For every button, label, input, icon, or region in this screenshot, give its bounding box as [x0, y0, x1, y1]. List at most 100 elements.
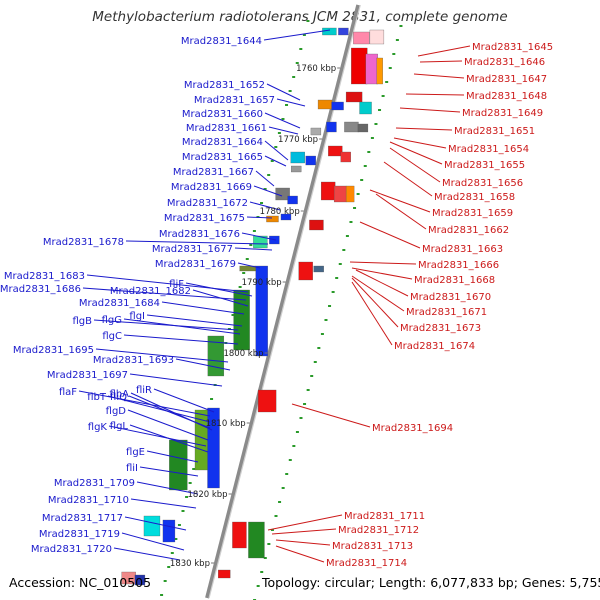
left-gene-label-leader: [130, 498, 197, 509]
gene-feature: [357, 123, 369, 133]
right-track-dot: [378, 109, 382, 111]
right-gene-label: Mrad2831_1656: [442, 178, 523, 189]
right-gene-label-leader: [351, 281, 393, 346]
gene-feature: [328, 145, 343, 157]
topology-label: Topology: circular; Length: 6,077,833 bp…: [262, 575, 600, 590]
left-track-dot: [288, 90, 292, 92]
left-gene-label: flgL: [110, 421, 129, 432]
right-track-dot: [360, 179, 364, 181]
left-gene-label-leader: [95, 348, 229, 363]
gene-feature: [290, 151, 305, 164]
left-track-dot: [238, 286, 242, 288]
left-track-dot: [274, 146, 278, 148]
right-gene-label: Mrad2831_1671: [406, 307, 487, 318]
right-gene-label-leader: [349, 261, 417, 265]
left-track-dot: [170, 552, 174, 554]
left-gene-label: Mrad2831_1720: [31, 544, 112, 555]
right-track-dot: [306, 389, 310, 391]
right-gene-label-leader: [271, 528, 337, 535]
left-gene-label: flaF: [59, 387, 77, 398]
left-gene-label: Mrad2831_1710: [48, 495, 129, 506]
label-layer: 1760 kbp 1770 kbp 1780 kbp 1790 kbp 1800 kbp…: [0, 36, 553, 569]
right-track-dot: [392, 53, 396, 55]
gene-feature: [369, 29, 385, 45]
gene-feature: [340, 151, 351, 163]
left-track-dot: [292, 76, 296, 78]
gene-feature: [309, 219, 324, 231]
right-gene-label-leader: [389, 147, 441, 183]
left-gene-label: Mrad2831_1657: [194, 95, 275, 106]
left-gene-label-leader: [108, 425, 207, 447]
gene-feature: [266, 215, 279, 223]
right-track-dot: [292, 445, 296, 447]
left-gene-label: Mrad2831_1669: [171, 182, 252, 193]
right-gene-label-leader: [393, 137, 447, 149]
left-gene-label-leader: [146, 314, 243, 327]
right-track-dot: [285, 473, 289, 475]
right-track-dot: [395, 39, 399, 41]
right-track-dot: [331, 291, 335, 293]
gene-feature: [280, 213, 292, 221]
gene-feature: [248, 521, 265, 559]
left-gene-label: Mrad2831_1667: [173, 167, 254, 178]
left-track-dot: [242, 272, 246, 274]
right-track-dot: [270, 529, 274, 531]
gene-feature: [310, 127, 322, 136]
gene-feature: [317, 99, 333, 110]
right-track-dot: [274, 515, 278, 517]
gene-feature: [291, 165, 302, 173]
right-track-dot: [385, 81, 389, 83]
left-gene-label: flgG: [102, 315, 122, 326]
left-gene-label-leader: [153, 388, 215, 413]
feature-layer: [121, 27, 385, 586]
left-track-dot: [167, 566, 171, 568]
right-track-dot: [320, 333, 324, 335]
left-gene-label-leader: [139, 466, 199, 477]
left-gene-label-leader: [246, 216, 273, 219]
left-gene-label: fliI: [126, 463, 138, 474]
gene-feature: [333, 185, 347, 203]
right-gene-label-leader: [275, 539, 331, 546]
kbp-label: 1820 kbp: [188, 490, 228, 500]
right-track-dot: [374, 123, 378, 125]
left-gene-label: Mrad2831_1664: [182, 137, 263, 148]
gene-feature: [207, 407, 220, 489]
right-gene-label-leader: [419, 60, 463, 63]
left-track-dot: [188, 482, 192, 484]
left-track-dot: [295, 62, 299, 64]
left-track-dot: [252, 230, 256, 232]
gene-feature: [298, 261, 313, 281]
left-gene-label-leader: [130, 392, 213, 431]
left-gene-label-leader: [123, 334, 239, 345]
left-gene-label-leader: [123, 318, 241, 335]
right-gene-label: Mrad2831_1648: [466, 91, 547, 102]
right-gene-label: Mrad2831_1649: [462, 108, 543, 119]
gene-feature: [134, 574, 146, 586]
left-gene-label: Mrad2831_1695: [13, 345, 94, 356]
right-gene-label: Mrad2831_1662: [428, 225, 509, 236]
left-gene-label-leader: [107, 395, 211, 423]
gene-feature: [255, 265, 268, 357]
left-track-dot: [245, 258, 249, 260]
right-gene-label: Mrad2831_1668: [414, 275, 495, 286]
left-gene-label-leader: [264, 155, 287, 167]
right-gene-label-leader: [291, 403, 371, 428]
left-gene-label: Mrad2831_1686: [0, 284, 81, 295]
left-gene-label: flgC: [102, 331, 122, 342]
right-gene-label: Mrad2831_1655: [444, 160, 525, 171]
gene-feature: [338, 27, 349, 36]
right-gene-label: Mrad2831_1659: [432, 208, 513, 219]
right-track-dot: [313, 361, 317, 363]
gene-feature: [345, 185, 355, 203]
left-track-dot: [192, 468, 196, 470]
left-gene-label-leader: [93, 319, 239, 331]
accession-label: Accession: NC_010505: [9, 575, 152, 590]
left-gene-label: Mrad2831_1677: [152, 244, 233, 255]
left-gene-label: fliF: [169, 279, 184, 290]
right-track-dot: [295, 431, 299, 433]
left-track-dot: [231, 314, 235, 316]
kbp-label: 1830 kbp: [170, 559, 210, 569]
kbp-label: 1770 kbp: [278, 135, 318, 145]
right-gene-label-leader: [413, 73, 465, 79]
right-gene-label: Mrad2831_1674: [394, 341, 475, 352]
